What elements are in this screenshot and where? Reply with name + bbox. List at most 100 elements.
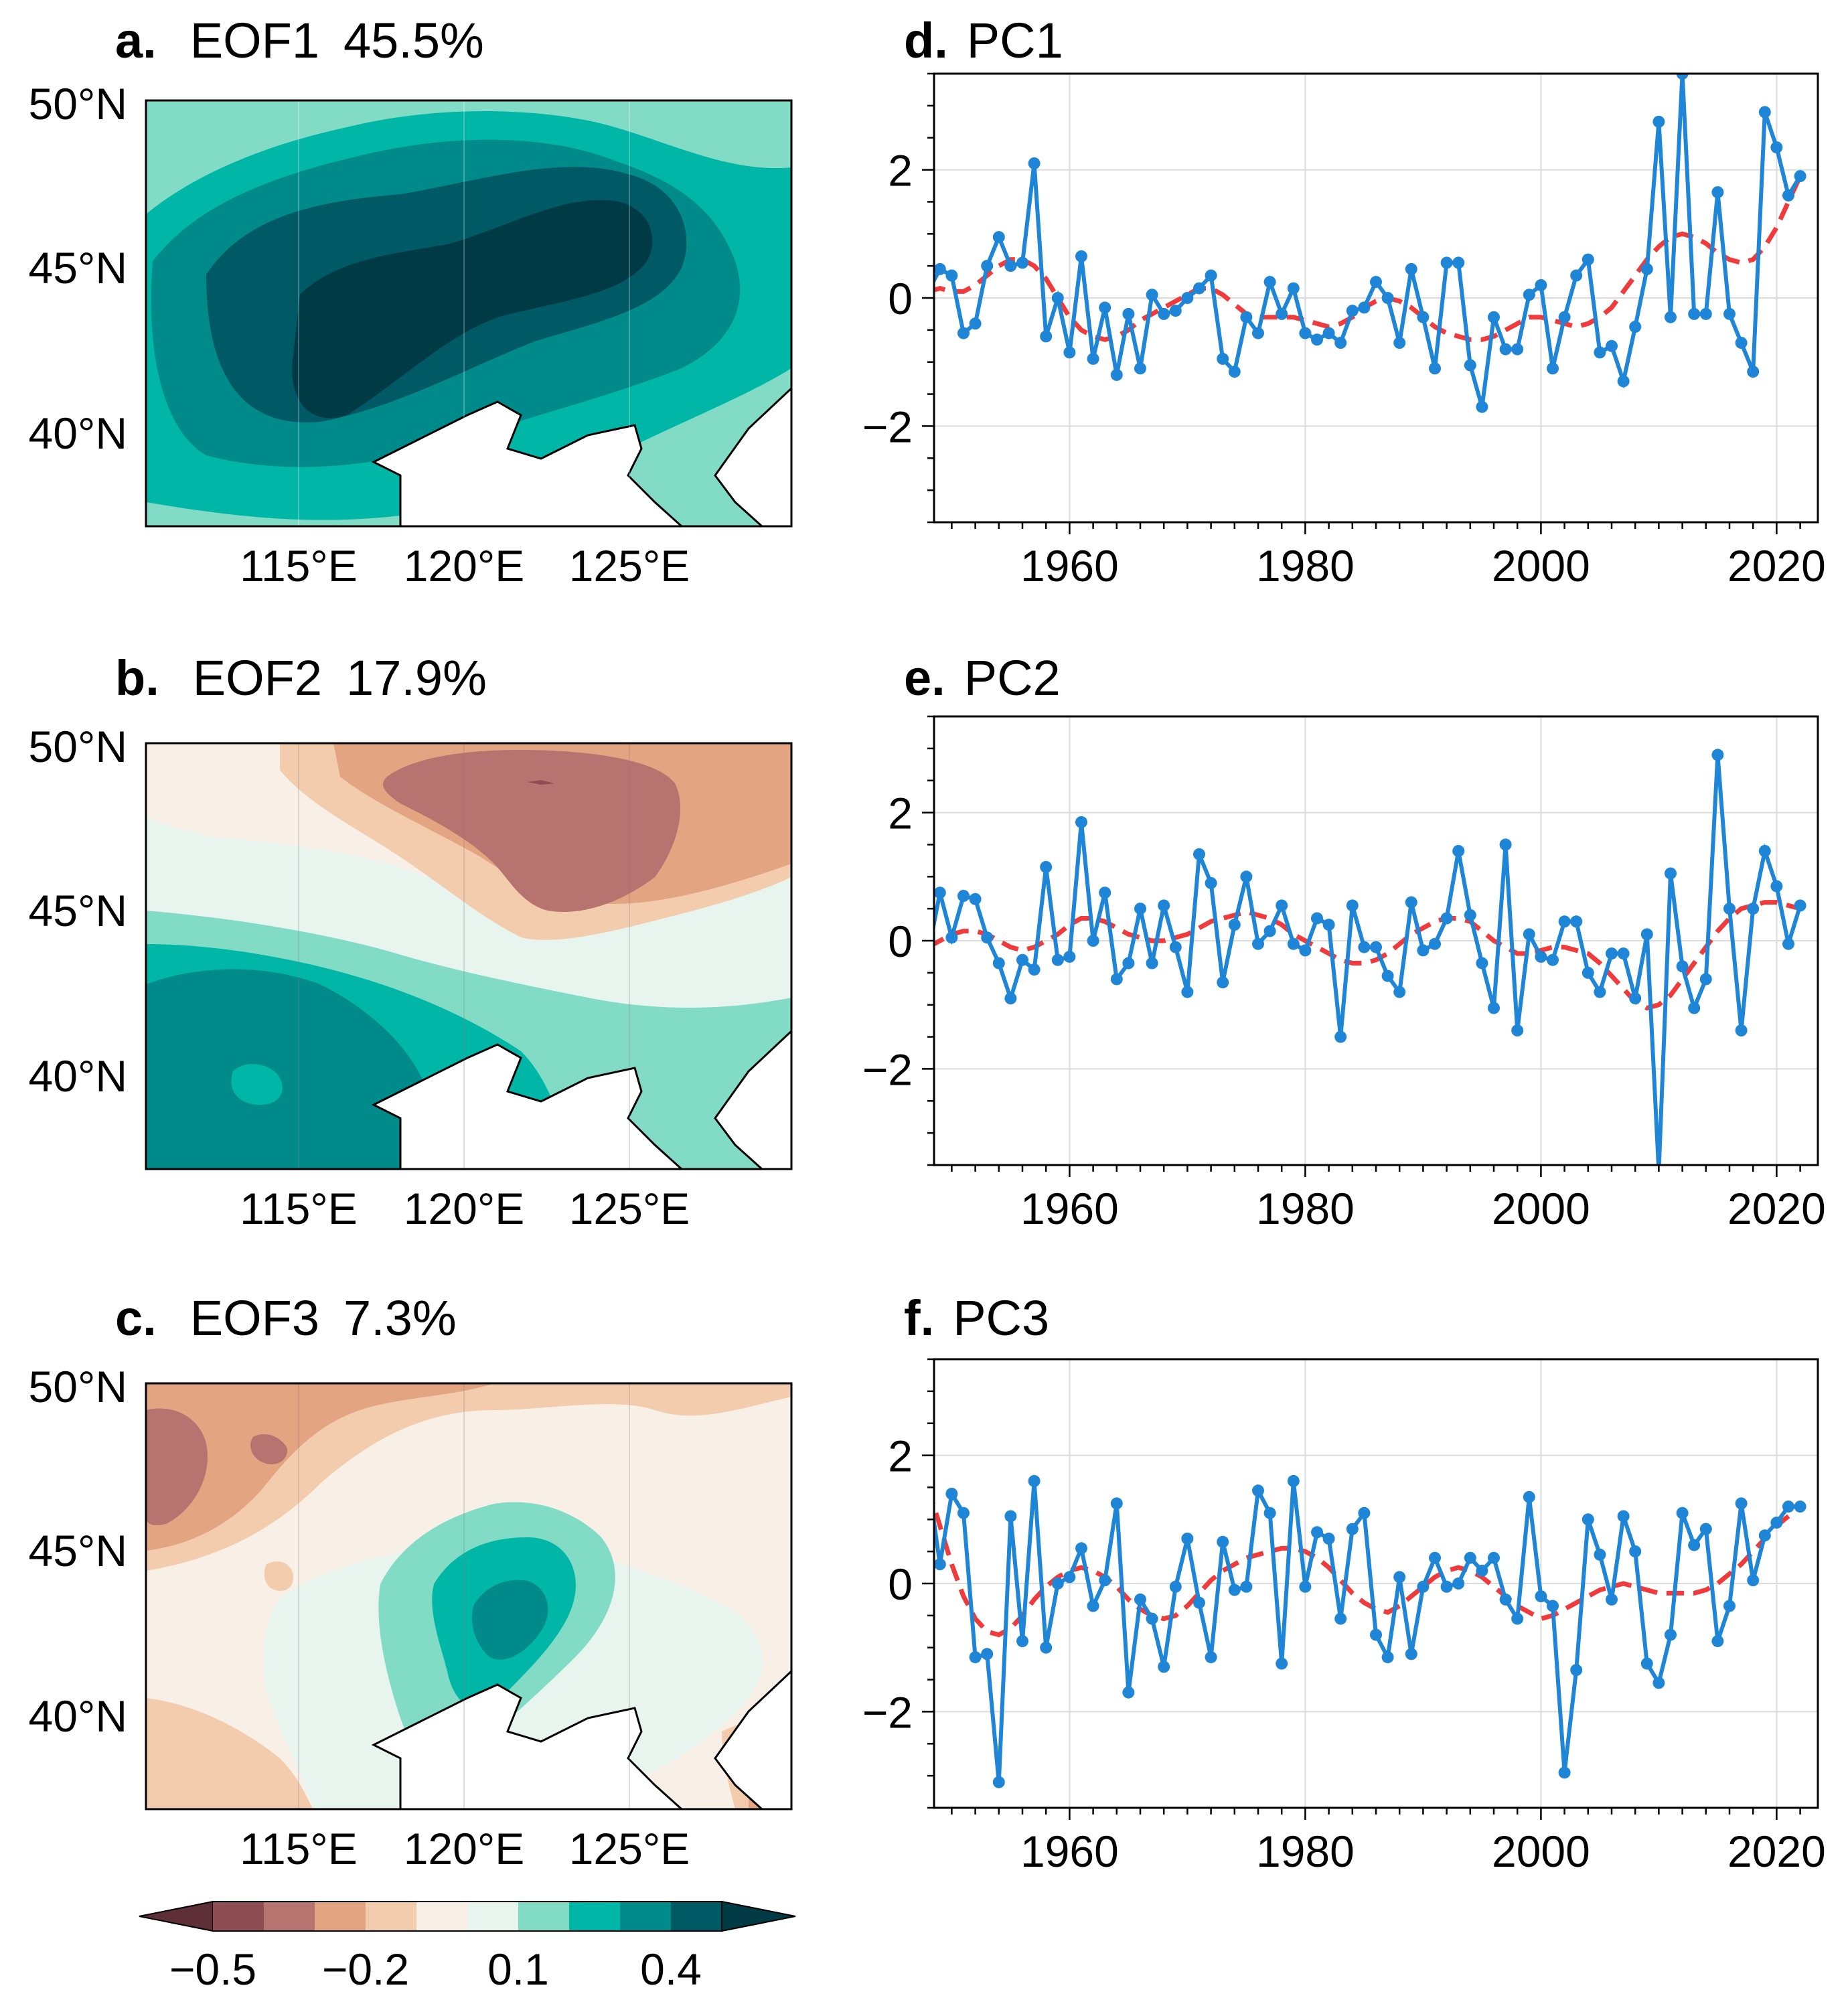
pc-point: [1122, 307, 1135, 320]
pc-point: [1747, 1574, 1760, 1587]
pc-point: [1134, 1593, 1146, 1606]
colorbar-outline: [213, 1901, 722, 1932]
eof3-yellow-sea: [715, 1671, 791, 1809]
pc-point: [1606, 1593, 1618, 1606]
eof1-yellow-sea: [715, 388, 791, 526]
pc-point: [1028, 157, 1041, 169]
pc-point: [1240, 311, 1253, 323]
y-tick-label: −2: [862, 402, 913, 451]
pc-point: [1051, 292, 1064, 304]
eof2-field-0p3: [146, 969, 433, 1169]
eof3-field-m0p1-spot: [264, 1561, 293, 1591]
eof1-lat-45: 45°N: [29, 243, 127, 293]
pc-point: [1016, 1635, 1028, 1648]
pc-point: [1405, 896, 1417, 909]
pc-point: [1240, 870, 1253, 883]
eof3-field-0p3: [471, 1579, 548, 1660]
eof1-lon-115: 115°E: [240, 541, 358, 591]
pc-point: [1594, 986, 1606, 998]
pc-point: [1217, 976, 1229, 989]
pc-point: [1405, 262, 1417, 275]
pc-point: [1311, 333, 1323, 346]
y-tick-label: 2: [888, 1432, 913, 1481]
pc-point: [1134, 362, 1146, 375]
eof2-lat-40: 40°N: [29, 1051, 127, 1101]
pc-point: [1617, 375, 1630, 388]
y-tick-label: −2: [862, 1687, 913, 1737]
pc-point: [1028, 963, 1041, 976]
pc-point: [1393, 986, 1406, 998]
pc-point: [1263, 1507, 1276, 1519]
pc-point: [1287, 282, 1300, 295]
pc-point: [1169, 305, 1182, 317]
pc-point: [1735, 337, 1748, 349]
eof2-map: 50°N 45°N 40°N 115°E 120°E 125°E: [29, 722, 793, 1233]
eof3-lon-120: 120°E: [404, 1824, 525, 1873]
pc-point: [1099, 1574, 1111, 1587]
pc-point: [1051, 953, 1064, 966]
eof1-bohai-sea: [374, 402, 682, 526]
pc-point: [1122, 957, 1135, 970]
pc-point: [1228, 919, 1241, 931]
x-tick-label: 1960: [1020, 541, 1119, 591]
colorbar-extend-low: [139, 1900, 214, 1932]
pc-point: [1640, 262, 1653, 275]
eof3-lat-50: 50°N: [29, 1362, 127, 1411]
pc-point: [1782, 1500, 1794, 1513]
pc-point: [1417, 311, 1430, 323]
pc-point: [1193, 848, 1205, 860]
pc-point: [1381, 970, 1394, 982]
pc3-chart: 1960 1980 2000 2020 −2 0 2: [862, 1358, 1826, 1876]
pc-point: [1146, 1612, 1158, 1625]
eof1-lat-50: 50°N: [29, 79, 127, 129]
pc-point: [1440, 912, 1453, 925]
eof1-field-0p5: [292, 200, 653, 418]
colorbar-tick-label: −0.2: [322, 1944, 409, 1994]
eof3-bohai-sea: [374, 1685, 682, 1809]
pc-point: [1299, 1580, 1312, 1593]
pc-point: [1688, 1539, 1701, 1551]
pc-point: [1063, 346, 1076, 359]
pc-point: [1334, 1030, 1347, 1043]
pc-point: [1523, 928, 1535, 941]
x-tick-label: 1980: [1256, 1827, 1355, 1876]
eof3-korea-coast: [714, 1670, 791, 1809]
pc-point: [969, 317, 982, 330]
eof3-field-m0p3-spot: [250, 1434, 287, 1464]
colorbar-extend-high: [721, 1900, 796, 1932]
eof3-lon-125: 125°E: [569, 1824, 690, 1873]
pc-point: [1158, 307, 1170, 320]
eof1-korea-coast: [714, 387, 791, 526]
pc-point: [1617, 1510, 1630, 1523]
pc-point: [1393, 337, 1406, 349]
pc-point: [1794, 1500, 1806, 1513]
pc-point: [1322, 919, 1335, 931]
pc2-chart: 1960 1980 2000 2020 −2 0 2: [862, 715, 1826, 1233]
pc-point: [1004, 992, 1017, 1005]
pc-point: [1146, 957, 1158, 970]
pc-point: [1205, 1651, 1217, 1664]
pc-point: [992, 957, 1005, 970]
pc-point: [934, 262, 946, 275]
pc-point: [1370, 941, 1382, 953]
pc-point: [1311, 912, 1323, 925]
pc-point: [1087, 935, 1099, 947]
pc-point: [1770, 880, 1783, 893]
pc-point: [1346, 1523, 1359, 1535]
pc-point: [1075, 816, 1087, 828]
pc-point: [1547, 362, 1559, 375]
pc-point: [1723, 307, 1736, 320]
eof1-lon-120: 120°E: [404, 541, 525, 591]
pc-point: [1334, 1612, 1347, 1625]
pc-point: [1640, 928, 1653, 941]
pc-point: [1747, 366, 1760, 378]
pc-point: [1723, 1600, 1736, 1612]
pc-point: [1016, 256, 1028, 269]
eof2-field-0p25-spot: [231, 1064, 283, 1105]
pc-point: [1570, 1664, 1583, 1677]
x-tick-label: 2000: [1492, 541, 1590, 591]
x-tick-label: 1980: [1256, 1184, 1355, 1233]
pc-point: [1429, 937, 1441, 950]
x-tick-label: 1960: [1020, 1184, 1119, 1233]
pc-point: [1488, 1002, 1500, 1014]
